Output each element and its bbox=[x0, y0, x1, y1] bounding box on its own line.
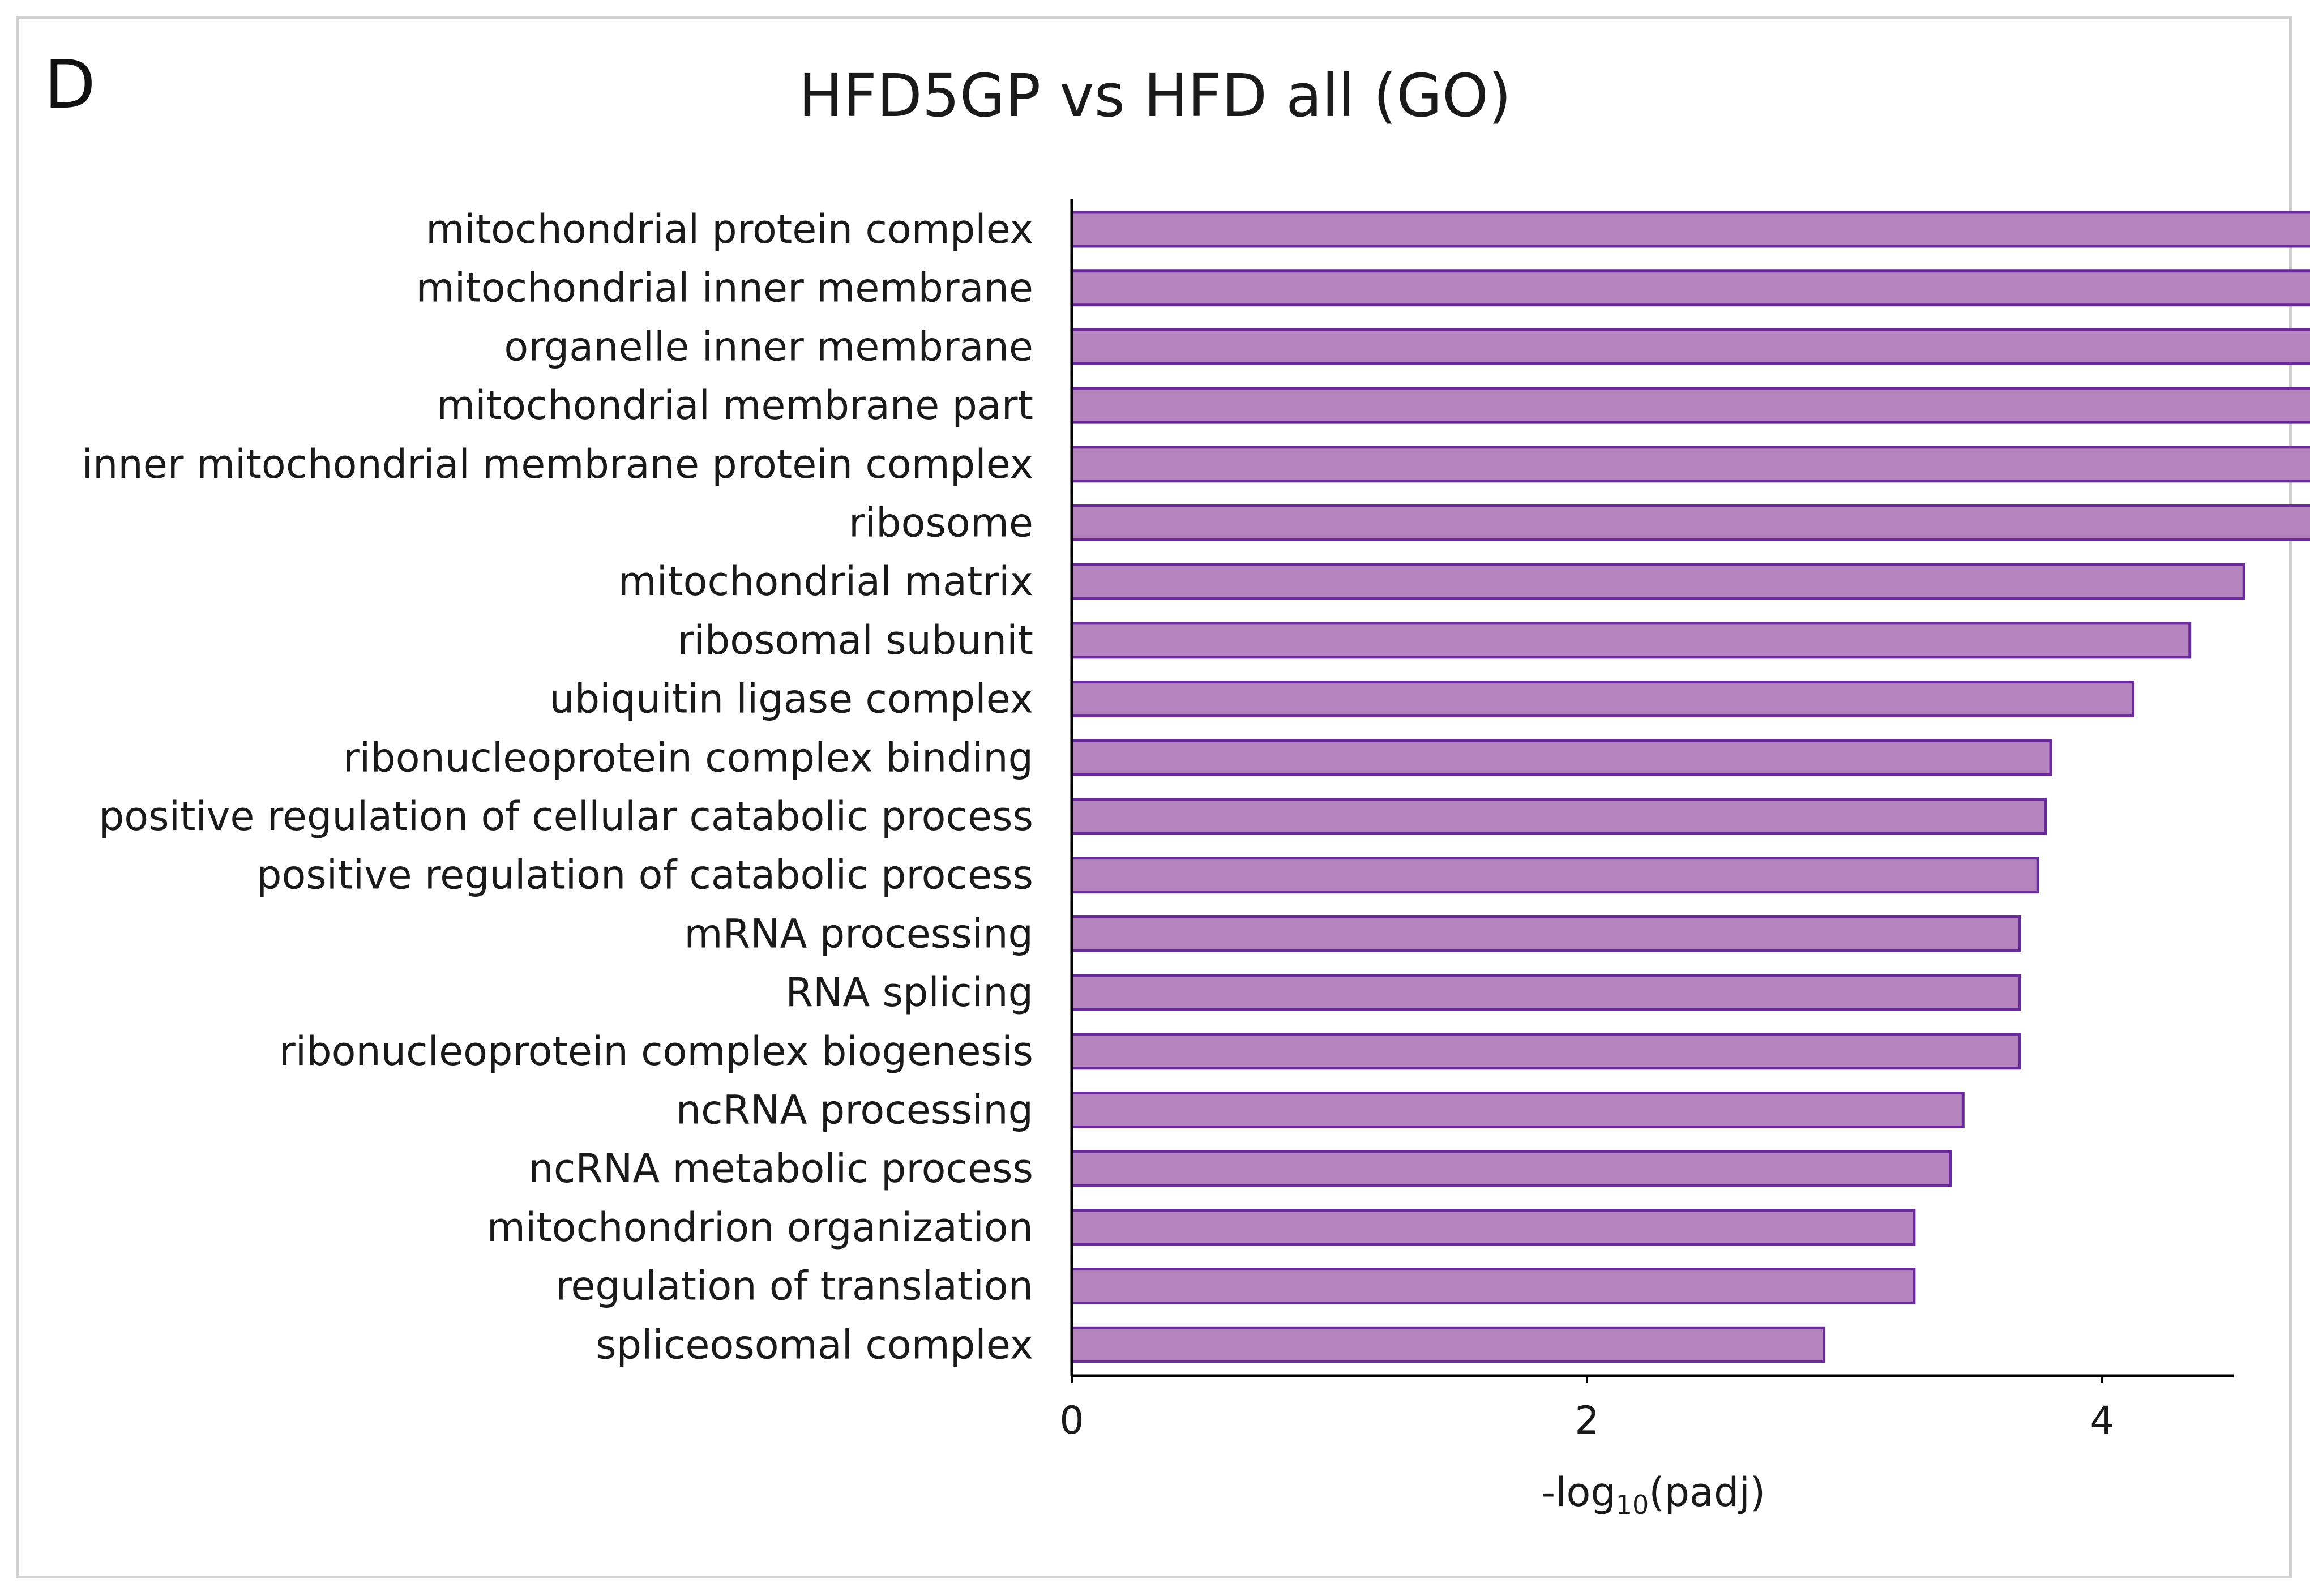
x-ticks: 02468 bbox=[1059, 1376, 2115, 1443]
category-label-10: ribonucleoprotein complex binding bbox=[343, 734, 1033, 781]
x-axis-label-suffix: (padj) bbox=[1649, 1469, 1765, 1516]
category-label-9: ubiquitin ligase complex bbox=[549, 676, 1033, 722]
bar-6 bbox=[1070, 504, 2310, 541]
category-label-11: positive regulation of cellular cataboli… bbox=[99, 793, 1033, 840]
x-axis-label-prefix: -log bbox=[1541, 1469, 1616, 1516]
bar-8 bbox=[1070, 622, 2192, 659]
x-tick-label-2: 2 bbox=[1575, 1398, 1599, 1443]
bar-18 bbox=[1070, 1209, 1916, 1246]
x-axis-label: -log10(padj) bbox=[1541, 1469, 1765, 1520]
category-label-1: mitochondrial protein complex bbox=[426, 206, 1033, 253]
category-labels: mitochondrial protein complex mitochondri… bbox=[82, 206, 1033, 1368]
category-label-16: ncRNA processing bbox=[676, 1087, 1033, 1133]
bar-15 bbox=[1070, 1033, 2021, 1070]
category-label-20: spliceosomal complex bbox=[596, 1321, 1033, 1368]
bar-9 bbox=[1070, 681, 2135, 718]
category-label-15: ribonucleoprotein complex biogenesis bbox=[279, 1028, 1033, 1075]
bar-4 bbox=[1070, 387, 2310, 424]
category-label-3: organelle inner membrane bbox=[504, 323, 1033, 370]
category-label-13: mRNA processing bbox=[684, 910, 1033, 957]
category-label-18: mitochondrion organization bbox=[487, 1204, 1033, 1251]
x-tick-label-4: 4 bbox=[2090, 1398, 2114, 1443]
bar-11 bbox=[1070, 798, 2047, 835]
bar-1 bbox=[1070, 211, 2310, 248]
bar-16 bbox=[1070, 1092, 1965, 1128]
bar-7 bbox=[1070, 563, 2245, 600]
category-label-2: mitochondrial inner membrane bbox=[416, 265, 1033, 311]
x-axis-label-subscript: 10 bbox=[1616, 1490, 1649, 1520]
category-label-5: inner mitochondrial membrane protein com… bbox=[82, 441, 1033, 487]
category-label-8: ribosomal subunit bbox=[678, 617, 1033, 664]
category-label-17: ncRNA metabolic process bbox=[529, 1145, 1033, 1192]
bar-13 bbox=[1070, 915, 2021, 952]
figure-frame bbox=[16, 16, 2292, 1578]
bar-10 bbox=[1070, 739, 2052, 776]
bar-2 bbox=[1070, 269, 2310, 307]
bars-group bbox=[1070, 211, 2310, 1363]
chart-title: HFD5GP vs HFD all (GO) bbox=[799, 61, 1512, 130]
bar-19 bbox=[1070, 1268, 1916, 1305]
axes bbox=[1070, 199, 2234, 1377]
bar-5 bbox=[1070, 446, 2310, 483]
category-label-7: mitochondrial matrix bbox=[618, 558, 1033, 605]
category-label-4: mitochondrial membrane part bbox=[437, 382, 1033, 429]
category-label-12: positive regulation of catabolic process bbox=[256, 852, 1033, 898]
x-tick-label-0: 0 bbox=[1059, 1398, 1084, 1443]
bar-17 bbox=[1070, 1150, 1952, 1187]
category-label-6: ribosome bbox=[849, 500, 1033, 546]
category-label-14: RNA splicing bbox=[785, 969, 1033, 1016]
category-label-19: regulation of translation bbox=[555, 1263, 1033, 1310]
bar-3 bbox=[1070, 328, 2310, 365]
panel-label: D bbox=[44, 45, 96, 123]
bar-12 bbox=[1070, 857, 2039, 894]
bar-14 bbox=[1070, 974, 2021, 1011]
bar-20 bbox=[1070, 1326, 1826, 1363]
